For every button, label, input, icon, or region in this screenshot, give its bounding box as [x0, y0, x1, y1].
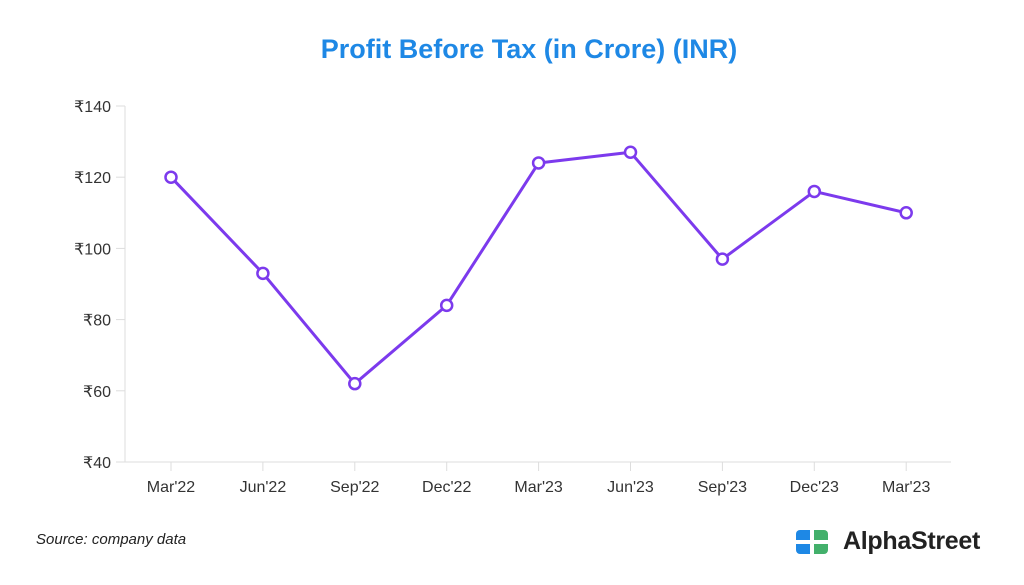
- y-tick-label: ₹60: [83, 384, 111, 401]
- series-line: [169, 150, 907, 386]
- x-tick-label: Dec'22: [422, 479, 471, 496]
- data-point: [531, 156, 546, 170]
- y-tick-label: ₹120: [74, 170, 111, 187]
- x-tick-label: Mar'22: [147, 479, 196, 496]
- x-tick-label: Sep'23: [698, 479, 747, 496]
- data-point: [164, 170, 178, 184]
- data-point: [899, 206, 913, 220]
- y-tick-label: ₹100: [74, 241, 111, 258]
- data-point: [715, 252, 730, 266]
- x-tick-label: Jun'22: [240, 479, 287, 496]
- y-tick-label: ₹40: [83, 455, 111, 472]
- y-tick-label: ₹140: [74, 99, 111, 116]
- x-tick-label: Jun'23: [607, 479, 654, 496]
- alphastreet-logo: AlphaStreet: [795, 527, 980, 556]
- x-tick-label: Mar'23: [514, 479, 563, 496]
- x-tick-label: Dec'23: [790, 479, 839, 496]
- brand-name: AlphaStreet: [843, 527, 981, 555]
- chart-title: Profit Before Tax (in Crore) (INR): [320, 34, 738, 64]
- logo-icon: [796, 529, 828, 554]
- source-note: Source: company data: [36, 531, 187, 548]
- y-tick-label: ₹80: [83, 313, 111, 330]
- data-point: [623, 145, 638, 160]
- x-tick-label: Mar'23: [882, 479, 931, 496]
- data-point: [807, 184, 822, 199]
- data-point: [348, 376, 362, 391]
- x-tick-label: Sep'22: [330, 479, 379, 496]
- data-point: [439, 298, 454, 313]
- data-point: [256, 266, 270, 281]
